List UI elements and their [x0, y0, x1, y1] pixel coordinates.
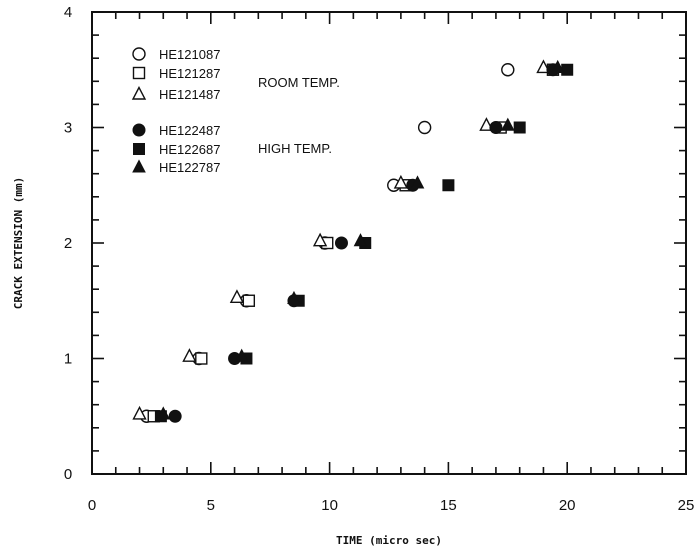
legend-marker-he122687: [133, 143, 145, 155]
legend-marker-he122487: [132, 123, 146, 137]
y-tick-label: 1: [64, 351, 72, 368]
legend-label: HE122687: [159, 142, 220, 157]
legend-label: HE122487: [159, 123, 220, 138]
legend-label: HE121487: [159, 87, 220, 102]
data-point-he122787: [287, 290, 301, 304]
data-point-he121487: [479, 117, 494, 131]
x-tick-label: 25: [678, 497, 695, 514]
data-point-he122787: [550, 59, 565, 73]
x-axis-title: TIME (micro sec): [336, 534, 442, 547]
legend-group-labels: ROOM TEMP. HIGH TEMP.: [258, 75, 340, 156]
group-label: ROOM TEMP.: [258, 75, 340, 90]
data-point-he122787: [156, 406, 171, 420]
data-point-he121487: [182, 348, 197, 362]
x-tick-label: 10: [321, 497, 338, 514]
data-point-he122687: [513, 121, 526, 134]
data-point-he121487: [132, 405, 147, 420]
group-label: HIGH TEMP.: [258, 141, 332, 156]
data-point-he121287: [242, 294, 256, 307]
legend-label: HE122787: [159, 160, 220, 175]
data-point-he121487: [229, 289, 245, 303]
legend-label: HE121087: [159, 47, 220, 62]
data-point-he121487: [312, 232, 328, 247]
data-point-he121487: [536, 59, 551, 74]
data-point-he122787: [353, 233, 368, 247]
data-point-he121287: [195, 352, 208, 365]
data-point-he122687: [561, 63, 574, 76]
y-tick-label: 2: [64, 235, 72, 252]
data-point-he121087: [417, 120, 432, 135]
y-axis-title: CRACK EXTENSION (mm): [12, 177, 25, 309]
legend-marker-he121487: [131, 85, 147, 100]
x-tick-label: 5: [207, 497, 215, 514]
x-tick-label: 15: [440, 497, 457, 514]
legend-marker-he121287: [132, 66, 146, 80]
data-point-he121087: [501, 63, 515, 77]
plot-frame: [91, 11, 687, 475]
data-point-he122787: [500, 117, 515, 131]
data-point-he122787: [410, 175, 425, 189]
data-point-he121487: [393, 174, 409, 189]
legend-label: HE121287: [159, 66, 220, 81]
legend: HE121087 HE121287 HE121487 HE122487 HE122687…: [131, 47, 220, 175]
axis-ticks: [91, 11, 687, 475]
legend-marker-he122787: [132, 159, 146, 173]
y-tick-label: 0: [64, 466, 72, 483]
data-point-he122487: [334, 236, 348, 250]
data-point-he122787: [234, 348, 249, 362]
data-point-he122487: [489, 121, 503, 134]
data-point-he122487: [168, 409, 182, 423]
x-tick-label: 20: [559, 497, 576, 514]
x-tick-label: 0: [88, 497, 96, 514]
data-point-he122687: [442, 179, 455, 192]
y-tick-label: 4: [64, 4, 72, 21]
y-tick-label: 3: [64, 120, 72, 137]
axis-tick-labels: 0 5 10 15 20 25 0 1 2 3 4: [64, 4, 695, 514]
legend-marker-he121087: [132, 47, 146, 61]
data-points: [132, 59, 574, 423]
